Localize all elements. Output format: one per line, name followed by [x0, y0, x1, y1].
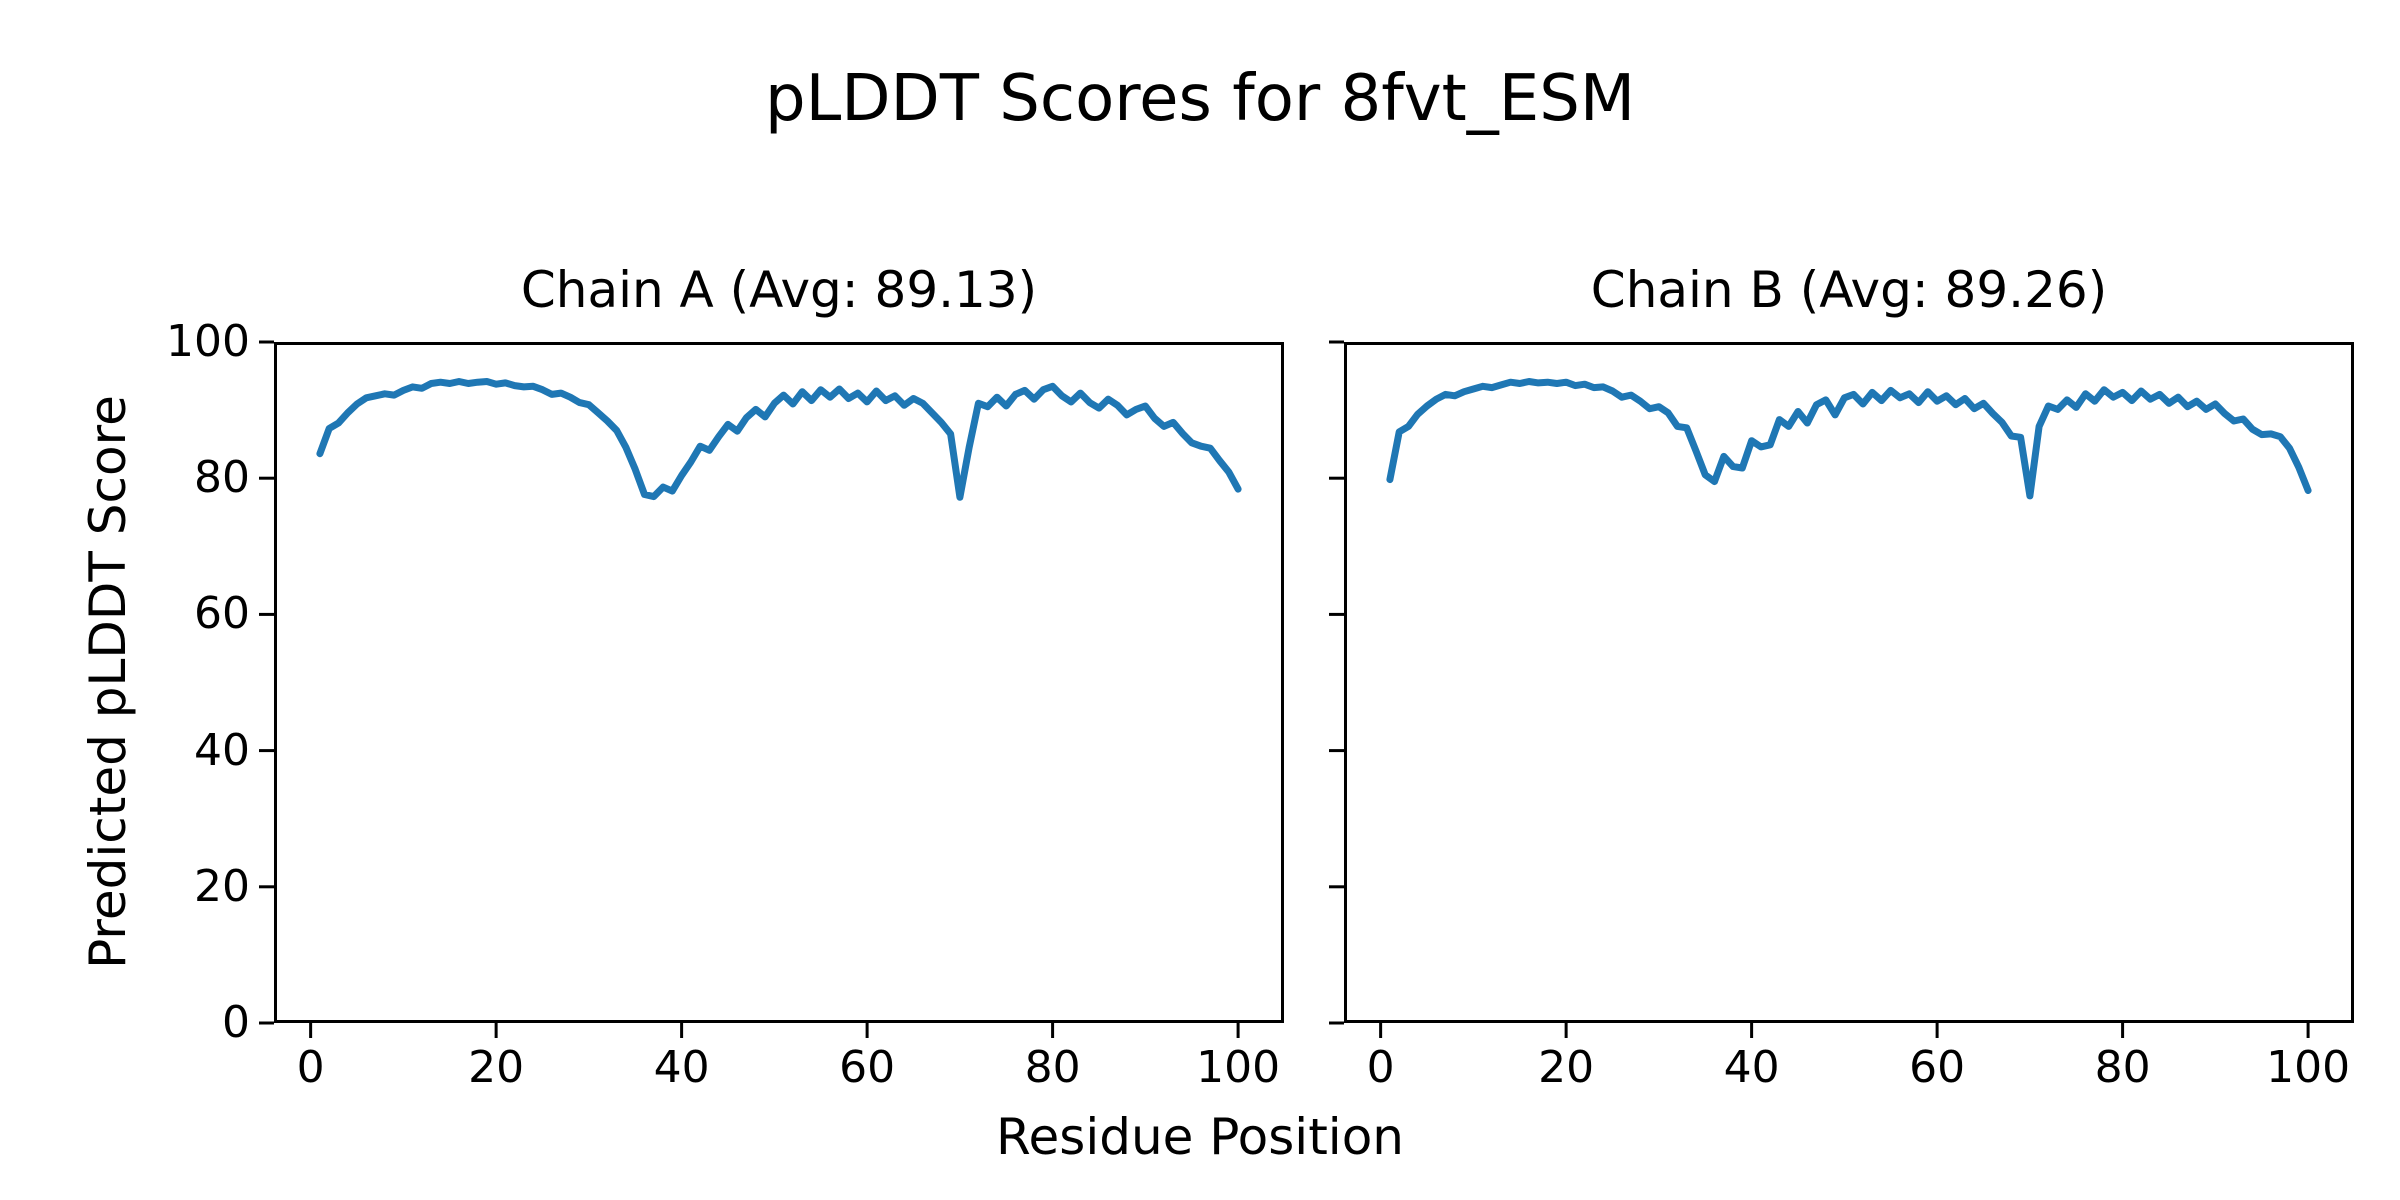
subplot-title-chain-b: Chain B (Avg: 89.26) — [1590, 261, 2108, 319]
x-tick-label: 0 — [1366, 1042, 1395, 1093]
x-tick-label: 20 — [1538, 1042, 1595, 1093]
plot-area-chain-b — [1329, 340, 2354, 1038]
figure-title: pLDDT Scores for 8fvt_ESM — [764, 62, 1636, 136]
plddt-line-chain-b — [1386, 378, 2312, 500]
y-tick-label: 100 — [166, 316, 250, 367]
x-tick-label: 20 — [468, 1042, 525, 1093]
plot-area-chain-a — [259, 340, 1284, 1038]
plddt-line-chain-a — [316, 378, 1242, 501]
x-axis-label: Residue Position — [996, 1108, 1404, 1166]
axes-spines — [1344, 342, 2354, 1023]
y-tick-label: 40 — [194, 724, 250, 776]
x-tick-label: 60 — [839, 1042, 896, 1093]
y-axis-label: Predicted pLDDT Score — [79, 395, 137, 969]
y-tick-label: 0 — [222, 997, 250, 1048]
x-tick-label: 100 — [1196, 1042, 1281, 1093]
y-tick-label: 20 — [194, 860, 250, 912]
subplot-title-chain-a: Chain A (Avg: 89.13) — [520, 261, 1038, 319]
y-tick-label: 80 — [194, 452, 250, 504]
x-tick-label: 0 — [296, 1042, 325, 1093]
x-tick-label: 80 — [2094, 1042, 2151, 1093]
y-tick-label: 60 — [194, 588, 250, 640]
x-tick-label: 100 — [2266, 1042, 2351, 1093]
x-tick-label: 40 — [1723, 1042, 1780, 1093]
x-tick-label: 40 — [653, 1042, 710, 1093]
axes-spines — [274, 342, 1284, 1023]
x-tick-label: 60 — [1909, 1042, 1966, 1093]
x-tick-label: 80 — [1024, 1042, 1081, 1093]
